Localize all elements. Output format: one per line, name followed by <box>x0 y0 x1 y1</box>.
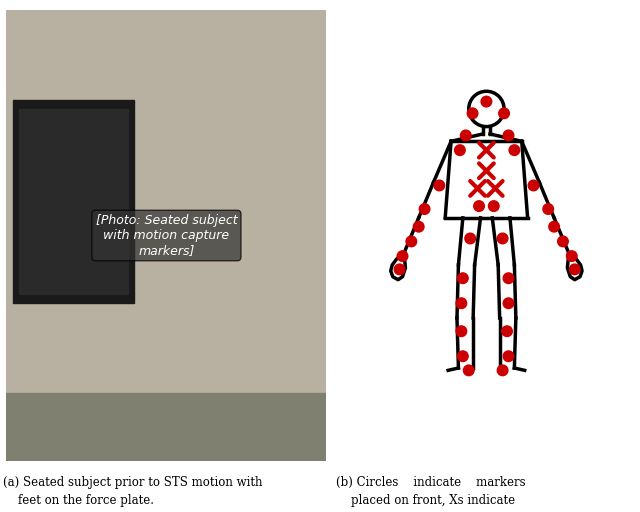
Circle shape <box>456 298 467 309</box>
Circle shape <box>413 221 424 232</box>
Circle shape <box>570 264 580 274</box>
Circle shape <box>557 236 568 247</box>
Text: (b) Circles    indicate    markers
    placed on front, Xs indicate
    markers : (b) Circles indicate markers placed on f… <box>336 476 525 512</box>
Circle shape <box>543 204 554 215</box>
Circle shape <box>434 180 445 191</box>
Circle shape <box>454 145 465 156</box>
Bar <box>13 100 134 303</box>
Circle shape <box>502 326 512 336</box>
Circle shape <box>474 201 484 211</box>
Circle shape <box>394 264 405 274</box>
Circle shape <box>497 233 508 244</box>
Circle shape <box>528 180 539 191</box>
Circle shape <box>456 326 467 336</box>
Circle shape <box>463 365 474 376</box>
Circle shape <box>465 233 476 244</box>
Circle shape <box>481 96 492 107</box>
Text: (a) Seated subject prior to STS motion with
    feet on the force plate.: (a) Seated subject prior to STS motion w… <box>3 476 262 507</box>
Bar <box>19 110 128 294</box>
Circle shape <box>566 251 577 262</box>
Circle shape <box>467 108 478 119</box>
Circle shape <box>461 130 471 141</box>
Circle shape <box>406 236 417 247</box>
Circle shape <box>488 201 499 211</box>
Circle shape <box>509 145 520 156</box>
Circle shape <box>503 273 514 284</box>
Circle shape <box>503 298 514 309</box>
Circle shape <box>497 365 508 376</box>
Circle shape <box>499 108 509 119</box>
Text: [Photo: Seated subject
with motion capture
markers]: [Photo: Seated subject with motion captu… <box>95 214 237 257</box>
Circle shape <box>419 204 430 215</box>
Circle shape <box>549 221 559 232</box>
Bar <box>6 393 326 461</box>
Circle shape <box>503 351 514 361</box>
Circle shape <box>503 130 514 141</box>
Circle shape <box>397 251 408 262</box>
Circle shape <box>458 273 468 284</box>
Circle shape <box>458 351 468 361</box>
